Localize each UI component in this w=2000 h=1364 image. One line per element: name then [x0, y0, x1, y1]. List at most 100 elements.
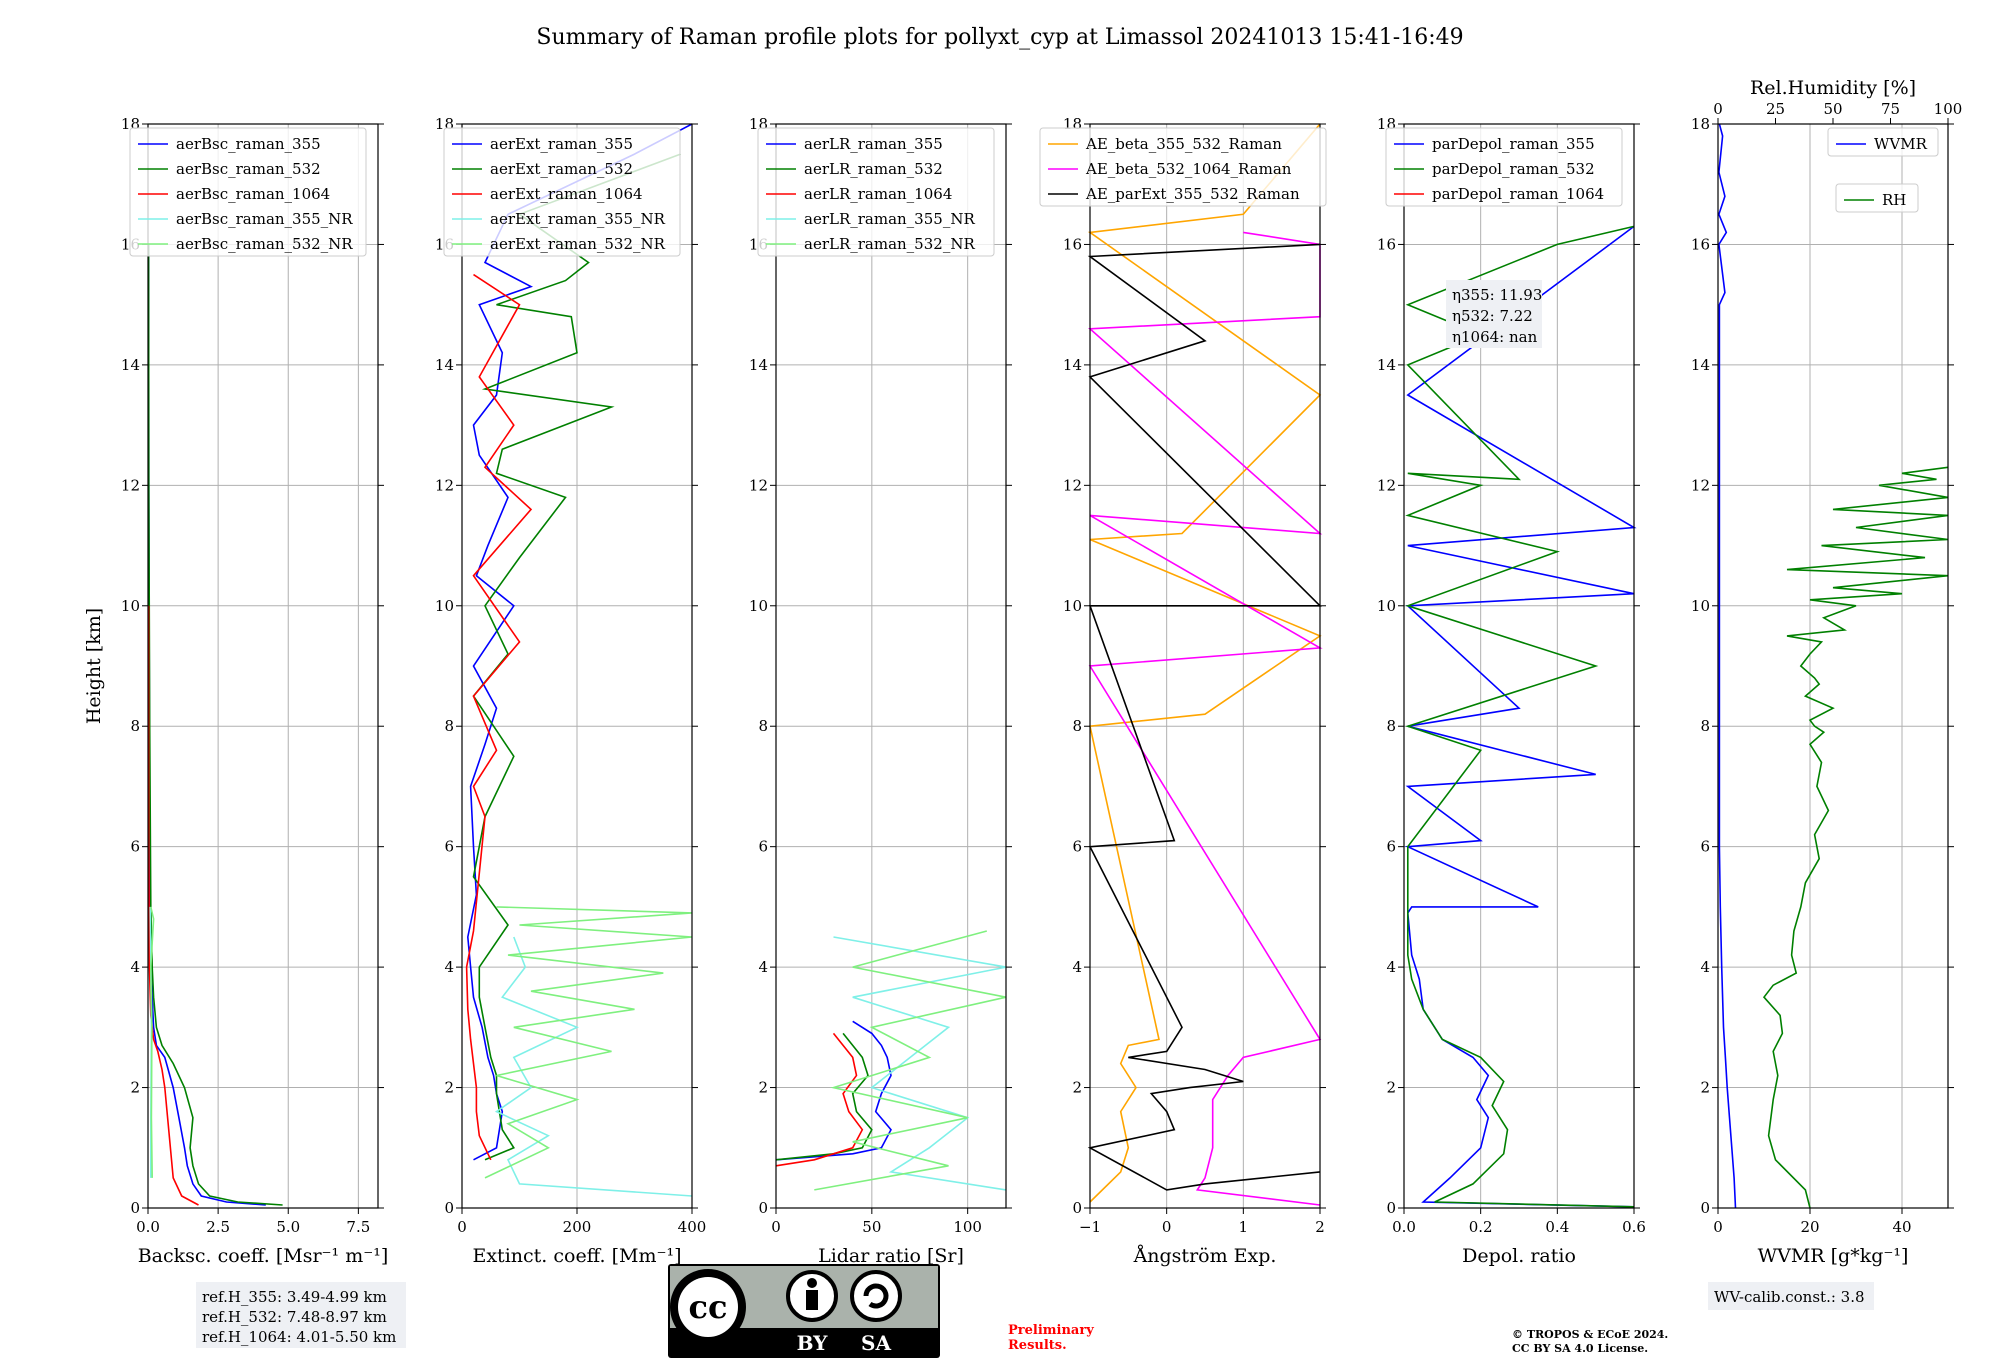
series-line-aerLR_raman_532_NR [814, 930, 1007, 1191]
eta-value: η1064: nan [1452, 328, 1538, 346]
wv-calib-box: WV-calib.const.: 3.8 [1708, 1282, 1874, 1310]
preliminary-line-1: Preliminary [1008, 1323, 1094, 1338]
legend-label: aerBsc_raman_355 [176, 135, 321, 153]
y-tick-label: 8 [1386, 717, 1396, 735]
top-x-axis-label: Rel.Humidity [%] [1750, 77, 1916, 99]
x-tick-label: 0 [457, 1218, 467, 1236]
legend-label: aerExt_raman_532_NR [490, 235, 666, 253]
axes-frame [775, 123, 1007, 1209]
figure-title: Summary of Raman profile plots for polly… [536, 25, 1463, 50]
y-tick-label: 0 [758, 1199, 768, 1217]
y-tick-label: 14 [1377, 356, 1396, 374]
legend-label: aerBsc_raman_532 [176, 160, 321, 178]
y-tick-label: 10 [1691, 597, 1710, 615]
y-tick-label: 4 [1072, 958, 1082, 976]
y-tick-label: 14 [121, 356, 140, 374]
y-tick-label: 6 [1386, 838, 1396, 856]
preliminary-line-2: Results. [1008, 1338, 1067, 1353]
y-tick-label: 0 [130, 1199, 140, 1217]
y-axis-label: Height [km] [83, 608, 105, 724]
y-tick-label: 16 [1063, 235, 1082, 253]
legend-box [443, 127, 681, 257]
legend-label: aerLR_raman_532 [804, 160, 943, 178]
panel-1: 0.02.55.07.5024681012141618Backsc. coeff… [83, 115, 388, 1267]
copyright-line-2: CC BY SA 4.0 License. [1512, 1342, 1648, 1355]
series-line-AE_parExt_355_532_Raman [1087, 243, 1322, 1191]
y-tick-label: 6 [1700, 838, 1710, 856]
x-tick-label: 7.5 [346, 1218, 370, 1236]
series-line-RH [1762, 466, 1949, 1209]
y-tick-label: 8 [444, 717, 454, 735]
y-tick-label: 10 [749, 597, 768, 615]
legend-box [1385, 127, 1623, 207]
x-tick-label: 0 [1713, 1218, 1723, 1236]
y-tick-label: 4 [1700, 958, 1710, 976]
series-line-aerExt_raman_355 [466, 123, 693, 1161]
top-x-tick-label: 100 [1934, 100, 1963, 118]
series-line-aerBsc_raman_532 [147, 244, 283, 1206]
x-tick-label: 0.0 [1392, 1218, 1416, 1236]
x-axis-label: Backsc. coeff. [Msr⁻¹ m⁻¹] [138, 1245, 389, 1267]
y-tick-label: 12 [1377, 476, 1396, 494]
y-tick-label: 6 [1072, 838, 1082, 856]
legend-label: aerBsc_raman_532_NR [176, 235, 353, 253]
ref-height-355: ref.H_355: 3.49-4.99 km [202, 1288, 387, 1306]
series-line-aerBsc_raman_532_NR [149, 906, 155, 1178]
ref-height-532: ref.H_532: 7.48-8.97 km [202, 1308, 387, 1326]
legend-box [1835, 183, 1919, 213]
top-x-tick-label: 75 [1881, 100, 1900, 118]
eta-value: η355: 11.93 [1452, 286, 1542, 304]
x-tick-label: −1 [1079, 1218, 1101, 1236]
top-x-tick-label: 0 [1713, 100, 1723, 118]
y-tick-label: 8 [758, 717, 768, 735]
x-axis-label: Lidar ratio [Sr] [818, 1245, 964, 1267]
y-tick-label: 2 [130, 1079, 140, 1097]
y-tick-label: 4 [1386, 958, 1396, 976]
y-tick-label: 6 [758, 838, 768, 856]
y-tick-label: 14 [749, 356, 768, 374]
x-tick-label: 5.0 [276, 1218, 300, 1236]
legend-label: parDepol_raman_355 [1432, 135, 1595, 153]
x-tick-label: 100 [953, 1218, 982, 1236]
x-tick-label: 0.6 [1622, 1218, 1646, 1236]
x-tick-label: 20 [1800, 1218, 1819, 1236]
y-tick-label: 10 [435, 597, 454, 615]
series-line-parDepol_raman_355 [1404, 225, 1637, 1208]
copyright-line-1: © TROPOS & ECoE 2024. [1512, 1328, 1668, 1341]
y-tick-label: 4 [130, 958, 140, 976]
y-tick-label: 8 [130, 717, 140, 735]
legend-box [1039, 127, 1327, 207]
x-tick-label: 0.2 [1469, 1218, 1493, 1236]
legend-label: WVMR [1874, 135, 1928, 153]
y-tick-label: 12 [1063, 476, 1082, 494]
y-tick-label: 12 [749, 476, 768, 494]
y-tick-label: 0 [1700, 1199, 1710, 1217]
panel-3: 050100024681012141618Lidar ratio [Sr]aer… [749, 115, 1012, 1267]
axes-frame [1089, 123, 1321, 1209]
series-line-parDepol_raman_532 [1405, 225, 1635, 1208]
y-tick-label: 6 [130, 838, 140, 856]
legend-label: aerLR_raman_355 [804, 135, 943, 153]
series-line-aerExt_raman_355_NR [494, 936, 693, 1197]
wv-calib-text: WV-calib.const.: 3.8 [1714, 1288, 1865, 1306]
axes-frame [1403, 123, 1635, 1209]
cc-text: cc [689, 1288, 728, 1326]
x-tick-label: 0.0 [136, 1218, 160, 1236]
y-tick-label: 14 [1063, 356, 1082, 374]
x-tick-label: 0.4 [1545, 1218, 1569, 1236]
legend-label: aerLR_raman_355_NR [804, 210, 975, 228]
legend-label: AE_beta_355_532_Raman [1085, 135, 1282, 153]
axes-frame [147, 123, 379, 1209]
panel-2: 0200400024681012141618Extinct. coeff. [M… [435, 115, 706, 1267]
legend-label: parDepol_raman_532 [1432, 160, 1595, 178]
share-alike-icon [850, 1270, 902, 1322]
x-axis-label: WVMR [g*kg⁻¹] [1758, 1245, 1909, 1267]
x-tick-label: 2.5 [206, 1218, 230, 1236]
y-tick-label: 16 [1691, 235, 1710, 253]
series-line-aerExt_raman_532_NR [484, 906, 693, 1179]
legend-label: aerExt_raman_532 [490, 160, 633, 178]
by-text: BY [797, 1331, 829, 1355]
legend-label: aerBsc_raman_355_NR [176, 210, 353, 228]
y-tick-label: 2 [758, 1079, 768, 1097]
